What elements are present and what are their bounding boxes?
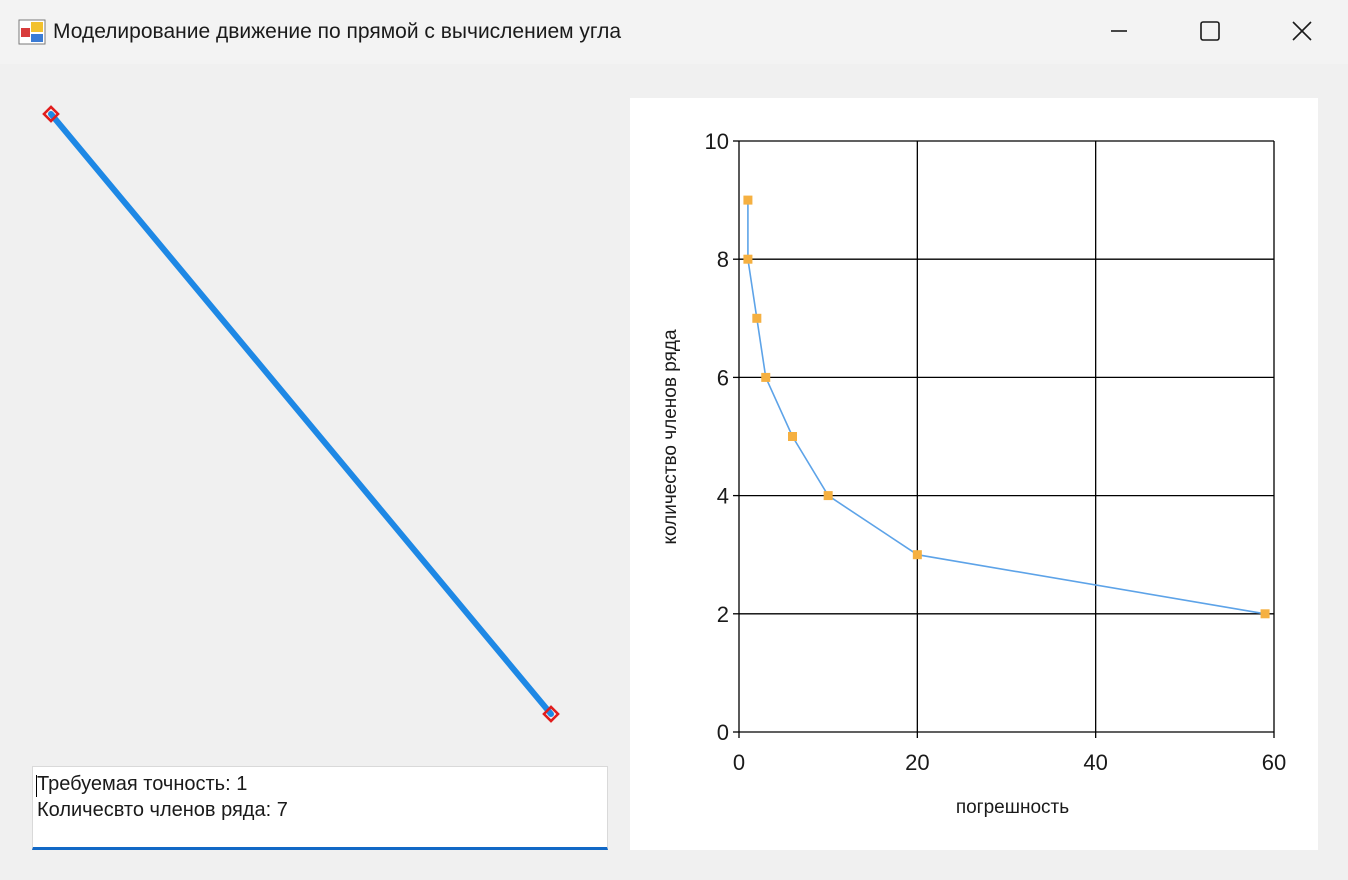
title-bar[interactable]: Моделирование движение по прямой с вычис…	[0, 0, 1348, 64]
minimize-button[interactable]	[1073, 0, 1165, 62]
motion-canvas[interactable]	[28, 88, 608, 748]
data-point	[1260, 609, 1270, 619]
maximize-button[interactable]	[1164, 0, 1256, 62]
chart-svg: 0 20 40 60 0 2 4 6 8 10 погрешность количество член…	[660, 129, 1286, 818]
y-tick-label: 6	[717, 365, 729, 390]
start-point-marker	[42, 105, 60, 123]
data-point	[752, 313, 762, 323]
data-point	[788, 432, 797, 441]
y-tick-label: 10	[705, 129, 729, 154]
y-tick-label: 0	[717, 720, 729, 745]
y-tick-label: 8	[717, 247, 729, 272]
windows-form-icon	[18, 19, 46, 45]
maximize-icon	[1200, 21, 1220, 41]
series-line	[747, 200, 1266, 615]
window-title: Моделирование движение по прямой с вычис…	[53, 20, 622, 43]
data-point	[761, 372, 771, 382]
data-point	[743, 254, 753, 264]
info-textbox[interactable]: Требуемая точность: 1 Количесвто членов …	[32, 766, 608, 850]
x-axis-label: погрешность	[956, 797, 1069, 818]
motion-line	[48, 111, 554, 717]
close-button[interactable]	[1256, 0, 1348, 62]
data-point	[743, 195, 753, 205]
y-tick-label: 2	[717, 602, 729, 627]
end-point-marker	[542, 705, 560, 723]
x-tick-label: 60	[1262, 750, 1286, 775]
required-precision-text: Требуемая точность: 1	[37, 773, 248, 795]
series-terms-count-text: Количесвто членов ряда: 7	[37, 799, 288, 821]
x-tick-label: 0	[733, 750, 745, 775]
data-point	[823, 491, 833, 501]
minimize-icon	[1111, 30, 1127, 32]
error-chart: 0 20 40 60 0 2 4 6 8 10 погрешность количество член…	[630, 98, 1318, 850]
y-tick-label: 4	[717, 484, 729, 509]
x-tick-label: 40	[1083, 750, 1107, 775]
x-tick-label: 20	[905, 750, 929, 775]
close-icon	[1292, 21, 1312, 41]
data-point	[912, 550, 922, 560]
text-caret	[36, 775, 37, 797]
y-axis-label: количество членов ряда	[660, 329, 681, 544]
